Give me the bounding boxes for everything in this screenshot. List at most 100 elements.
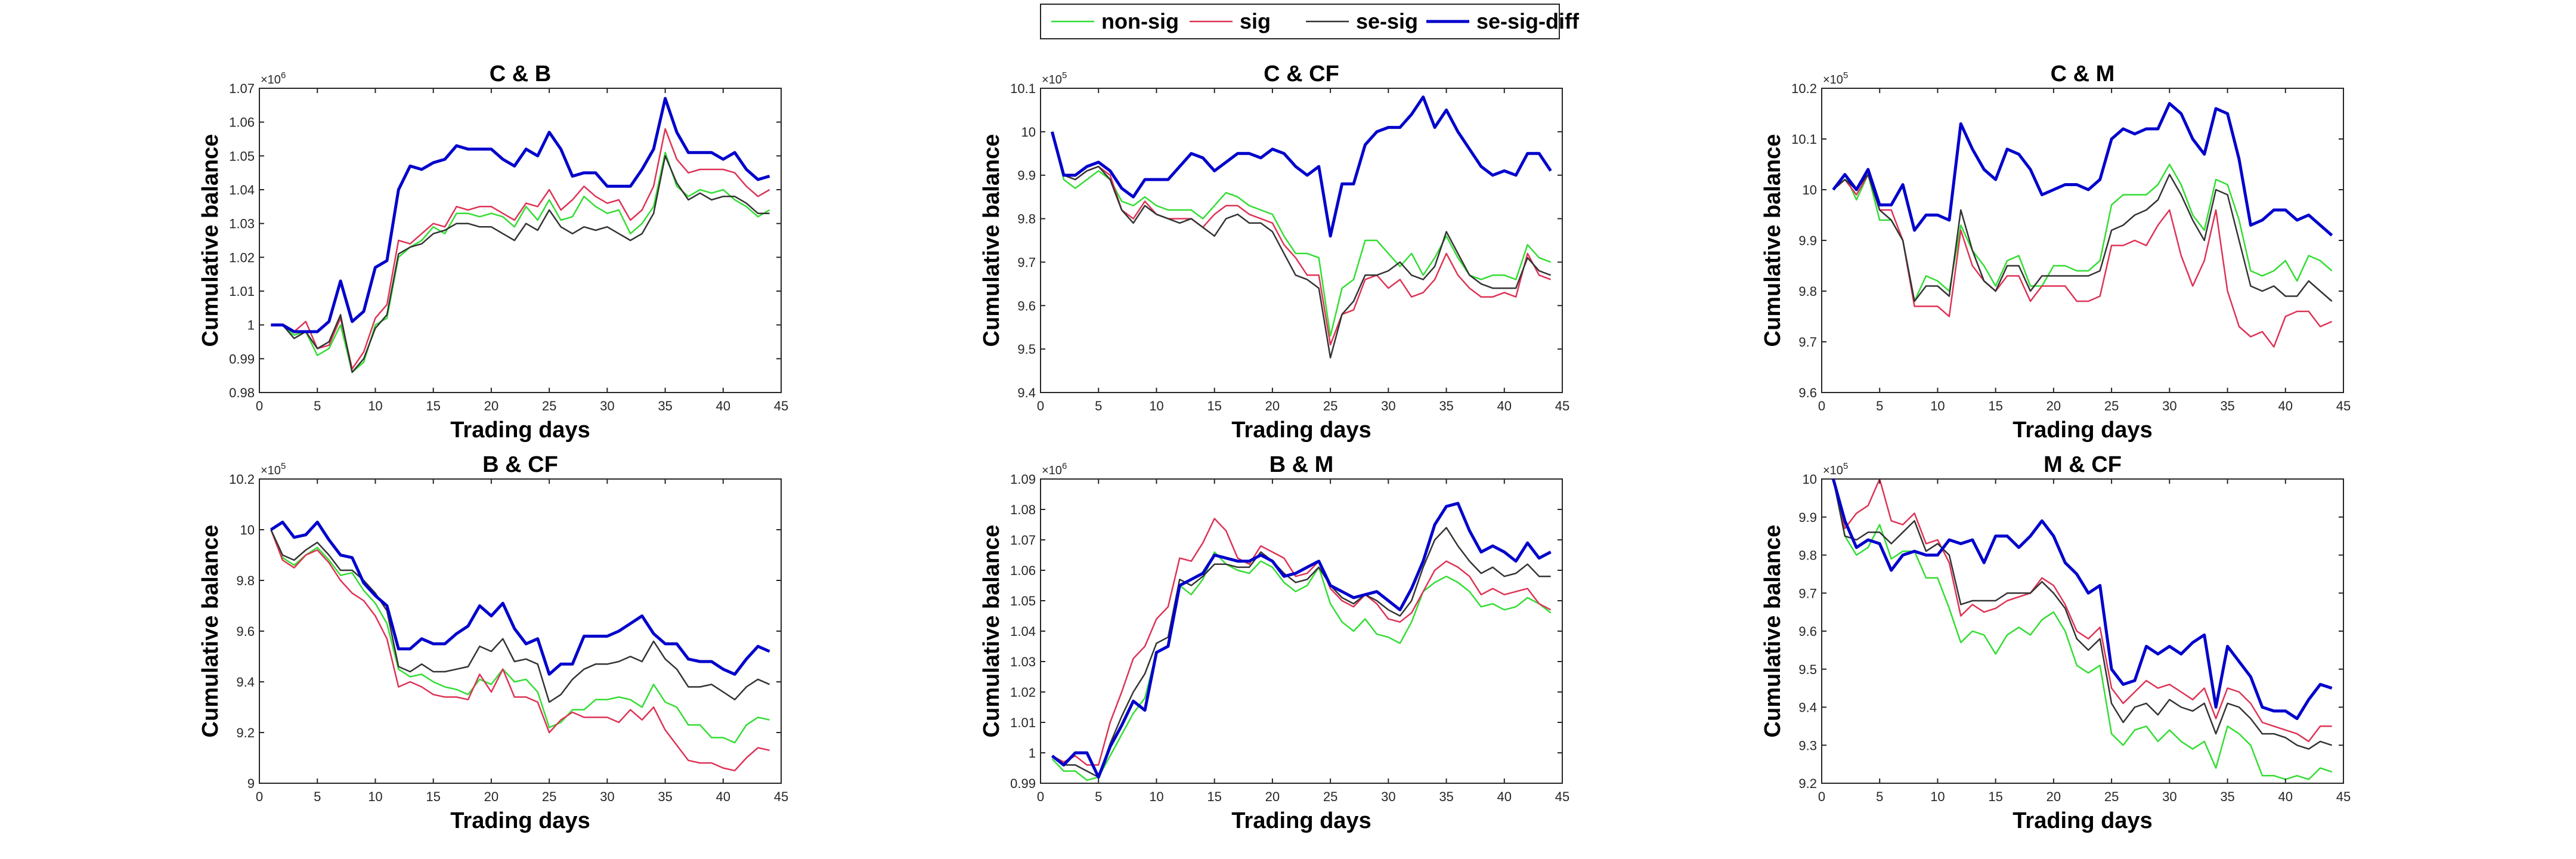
legend-label: se-sig [1356, 9, 1418, 33]
y-tick-label: 9.2 [1798, 776, 1817, 791]
y-tick-label: 10 [240, 523, 255, 537]
y-tick-label: 9.2 [236, 725, 255, 740]
y-tick-label: 9.3 [1798, 738, 1817, 753]
series-line-se-sig-diff [1051, 502, 1552, 779]
legend-label: sig [1240, 9, 1271, 33]
y-tick-label: 1.04 [229, 183, 255, 197]
x-axis-label: Trading days [450, 418, 590, 443]
y-exponent-label: ×105 [1823, 70, 1848, 86]
x-tick-label: 25 [1323, 789, 1337, 804]
y-tick-label: 10.1 [1010, 81, 1036, 96]
series-line-se-sig-diff [1831, 479, 2333, 721]
x-tick-label: 30 [1381, 398, 1395, 413]
legend: non-sig sig se-sig se-sig-diff [1040, 4, 1580, 39]
x-tick-label: 20 [484, 398, 499, 413]
y-tick-label: 9.8 [1017, 212, 1036, 227]
y-tick-label: 1.04 [1010, 624, 1036, 639]
x-axis-label: Trading days [2012, 418, 2152, 443]
x-tick-label: 30 [600, 789, 614, 804]
series-line-se-sig [271, 155, 770, 373]
x-tick-label: 40 [716, 398, 730, 413]
y-tick-label: 9.7 [1798, 586, 1817, 601]
x-tick-label: 10 [368, 398, 382, 413]
y-tick-label: 9.9 [1798, 233, 1817, 248]
series-line-sig [271, 128, 770, 370]
y-tick-label: 9.6 [1798, 624, 1817, 639]
y-tick-label: 1.01 [229, 284, 255, 299]
x-tick-label: 20 [1265, 789, 1280, 804]
x-tick-label: 25 [2104, 789, 2119, 804]
plot-area [1821, 478, 2344, 784]
x-axis-label: Trading days [1231, 418, 1371, 443]
series-line-non-sig [1832, 163, 2333, 302]
y-tick-label: 1 [247, 318, 255, 333]
y-tick-label: 9.9 [1017, 168, 1036, 183]
x-tick-label: 15 [426, 398, 440, 413]
y-axis-label: Cumulative balance [198, 525, 223, 738]
y-tick-label: 9 [247, 776, 255, 791]
x-tick-label: 40 [1497, 789, 1512, 804]
x-tick-label: 5 [1095, 398, 1102, 413]
y-tick-label: 10 [1021, 125, 1036, 140]
x-tick-label: 15 [426, 789, 440, 804]
y-tick-label: 0.98 [229, 385, 255, 400]
x-axis-label: Trading days [450, 808, 590, 833]
x-tick-label: 35 [658, 789, 672, 804]
series-line-non-sig [1051, 551, 1552, 781]
y-tick-label: 1.08 [1010, 502, 1036, 517]
y-axis-label: Cumulative balance [979, 134, 1004, 347]
y-tick-label: 1.03 [229, 217, 255, 231]
y-tick-label: 1.09 [1010, 472, 1036, 487]
y-tick-label: 9.5 [1017, 342, 1036, 357]
plot-area [259, 88, 782, 393]
x-tick-label: 40 [2278, 398, 2293, 413]
y-tick-label: 9.8 [1798, 284, 1817, 299]
legend-item-sig: sig [1190, 9, 1271, 33]
y-tick-label: 1.03 [1010, 654, 1036, 669]
chart-panel-4: 0 5 10 15 20 25 30 35 40 45 9 9.2 9.4 9.6 9.8 10 10.2 ×10… [198, 452, 788, 833]
y-tick-label: 10.1 [1791, 132, 1817, 147]
y-tick-label: 0.99 [229, 351, 255, 366]
y-exponent-label: ×105 [261, 461, 286, 477]
x-tick-label: 5 [1876, 789, 1883, 804]
y-tick-label: 9.8 [236, 573, 255, 588]
series-line-se-sig [1051, 527, 1551, 778]
x-axis-label: Trading days [2012, 808, 2152, 833]
series-line-sig [1832, 479, 2332, 743]
x-tick-label: 0 [1037, 789, 1044, 804]
x-tick-label: 30 [600, 398, 614, 413]
chart-title: B & CF [482, 452, 558, 477]
x-tick-label: 35 [658, 398, 672, 413]
x-tick-label: 25 [1323, 398, 1337, 413]
y-tick-label: 9.8 [1798, 548, 1817, 563]
y-axis-label: Cumulative balance [1760, 134, 1785, 347]
y-tick-label: 1 [1029, 746, 1036, 761]
x-tick-label: 0 [256, 789, 263, 804]
y-tick-label: 9.5 [1798, 662, 1817, 677]
x-axis-label: Trading days [1231, 808, 1371, 833]
x-tick-label: 20 [2046, 398, 2061, 413]
x-tick-label: 10 [1149, 789, 1163, 804]
x-tick-label: 0 [1818, 789, 1825, 804]
y-tick-label: 9.4 [1798, 700, 1817, 715]
x-tick-label: 0 [1818, 398, 1825, 413]
y-tick-label: 9.6 [1017, 298, 1036, 313]
x-tick-label: 20 [2046, 789, 2061, 804]
x-tick-label: 45 [774, 789, 788, 804]
plot-area [259, 478, 782, 784]
plot-area [1040, 478, 1563, 784]
y-tick-label: 1.02 [1010, 685, 1036, 700]
y-exponent-label: ×105 [1042, 70, 1067, 86]
y-tick-label: 9.9 [1798, 510, 1817, 525]
x-tick-label: 45 [1555, 398, 1569, 413]
legend-item-se-sig-diff: se-sig-diff [1426, 9, 1580, 33]
legend-item-se-sig: se-sig [1306, 9, 1418, 33]
x-tick-label: 45 [774, 398, 788, 413]
x-tick-label: 15 [1988, 398, 2002, 413]
chart-panel-2: 0 5 10 15 20 25 30 35 40 45 9.4 9.5 9.6 9.7 9.8 9.9 10 10… [979, 61, 1569, 443]
chart-title: C & B [490, 61, 551, 86]
x-tick-label: 40 [716, 789, 730, 804]
series-line-se-sig-diff [1050, 95, 1552, 238]
x-tick-label: 40 [1497, 398, 1512, 413]
